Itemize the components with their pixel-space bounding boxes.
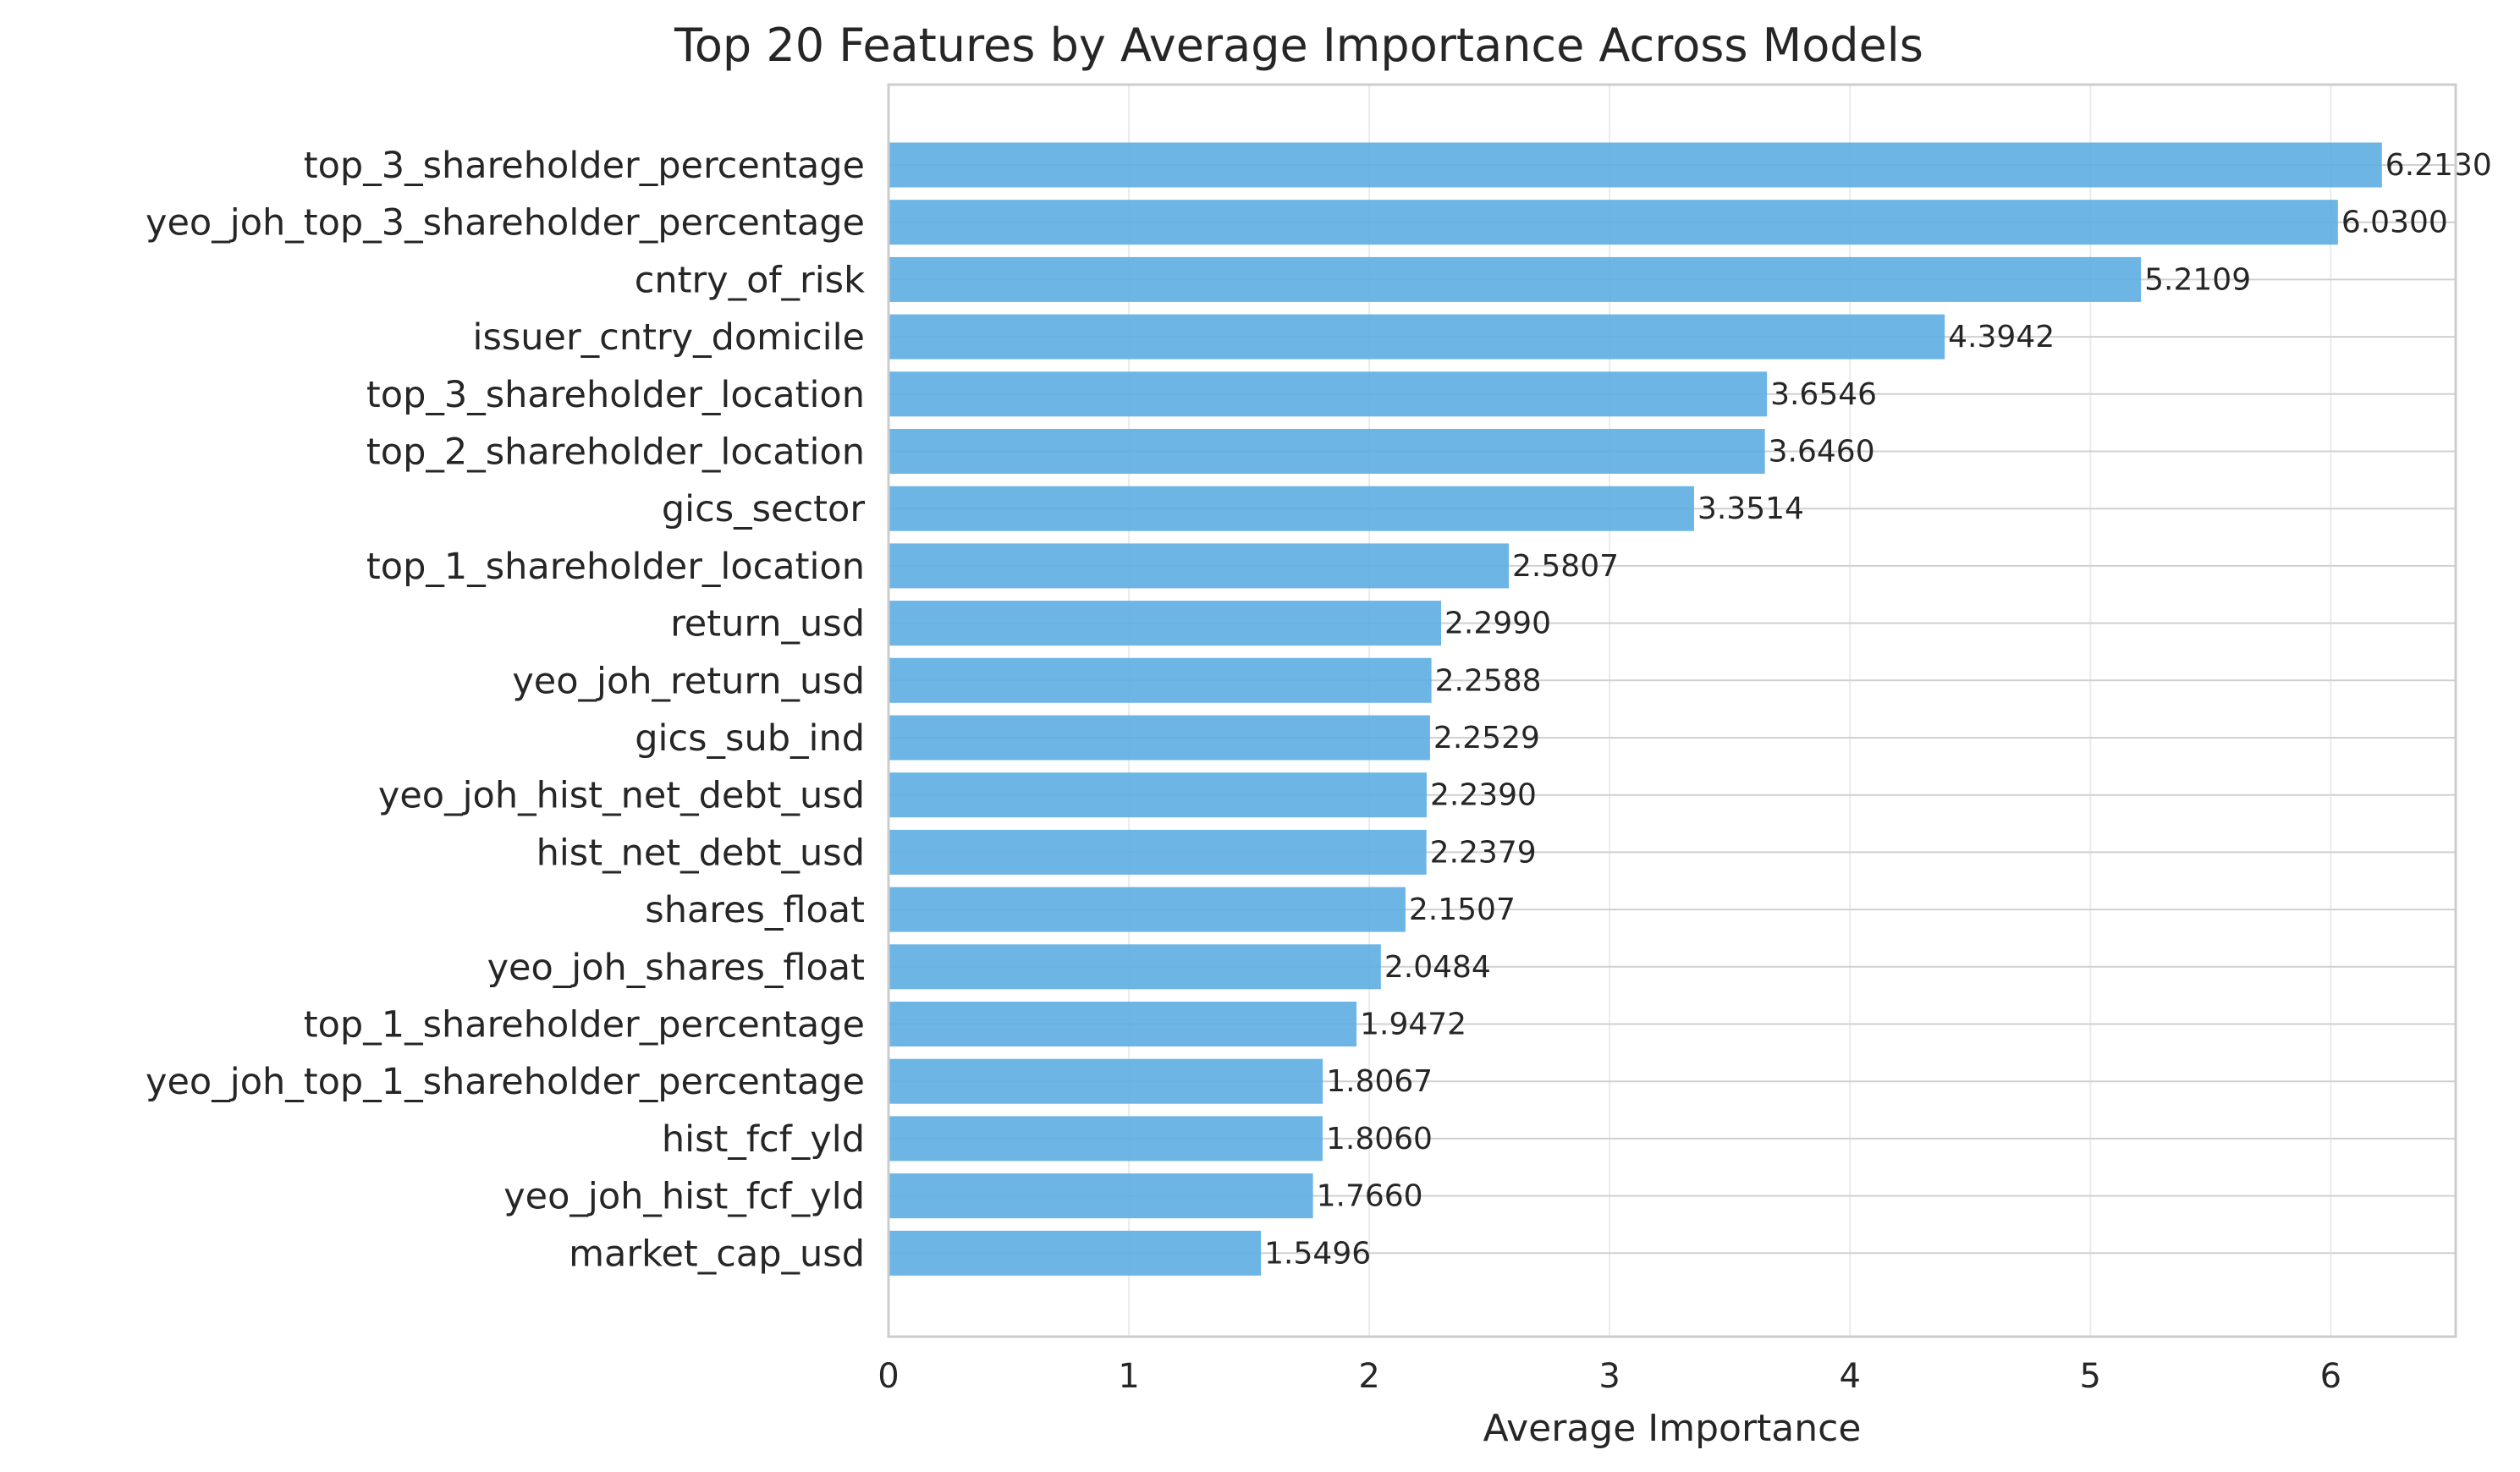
- x-tick-label: 1: [1118, 1357, 1139, 1396]
- y-tick-label: hist_net_debt_usd: [536, 832, 865, 874]
- bar-value-label: 4.3942: [1948, 320, 2055, 354]
- bar-value-label: 3.3514: [1697, 492, 1804, 526]
- bar: [889, 314, 1945, 360]
- y-tick-label: yeo_joh_return_usd: [512, 660, 865, 702]
- labels-layer: top_3_shareholder_percentage 6.2130 yeo_jo…: [146, 145, 2492, 1275]
- bar: [889, 429, 1765, 474]
- y-tick-label: shares_float: [645, 889, 865, 931]
- y-tick-label: top_1_shareholder_percentage: [304, 1004, 865, 1046]
- bars-layer: [889, 142, 2382, 1276]
- bar-value-label: 6.2130: [2385, 148, 2492, 183]
- bar: [889, 715, 1430, 761]
- bar-value-label: 2.1507: [1409, 893, 1516, 927]
- y-tick-label: top_3_shareholder_percentage: [304, 145, 865, 187]
- bar-value-label: 1.9472: [1360, 1008, 1466, 1042]
- bar-value-label: 1.5496: [1264, 1236, 1371, 1271]
- y-tick-label: gics_sub_ind: [635, 717, 865, 760]
- bar-value-label: 2.2990: [1444, 607, 1551, 641]
- y-tick-label: yeo_joh_hist_fcf_yld: [503, 1176, 865, 1218]
- bar-value-label: 2.2379: [1430, 835, 1537, 870]
- bar-value-label: 2.5807: [1512, 549, 1619, 584]
- x-tick-label: 0: [878, 1357, 899, 1396]
- y-tick-label: market_cap_usd: [569, 1233, 865, 1275]
- bar: [889, 142, 2382, 188]
- bar-value-label: 1.8067: [1326, 1064, 1433, 1099]
- y-tick-label: top_3_shareholder_location: [366, 374, 865, 416]
- y-tick-label: issuer_cntry_domicile: [473, 316, 865, 359]
- bar: [889, 1230, 1262, 1276]
- bar: [889, 486, 1694, 531]
- y-tick-label: hist_fcf_yld: [662, 1118, 865, 1161]
- x-tick-label: 4: [1839, 1357, 1860, 1396]
- y-tick-label: return_usd: [670, 603, 865, 645]
- bar: [889, 371, 1768, 417]
- x-tick-label: 5: [2080, 1357, 2101, 1396]
- y-tick-label: cntry_of_risk: [635, 259, 865, 301]
- bar: [889, 944, 1381, 990]
- plot-frame: [887, 83, 2457, 1338]
- bar-value-label: 3.6546: [1770, 377, 1877, 412]
- bar-value-label: 6.0300: [2341, 206, 2448, 240]
- bar: [889, 1058, 1323, 1104]
- bar-value-label: 1.7660: [1317, 1179, 1423, 1214]
- x-tick-label: 2: [1358, 1357, 1379, 1396]
- y-tick-label: yeo_joh_top_3_shareholder_percentage: [146, 202, 865, 244]
- bar: [889, 256, 2142, 302]
- bar-value-label: 3.6460: [1769, 435, 1875, 470]
- bar: [889, 772, 1427, 818]
- x-tick-label: 6: [2320, 1357, 2341, 1396]
- bar: [889, 543, 1510, 589]
- bar-value-label: 2.2390: [1430, 778, 1537, 813]
- bar-value-label: 2.2529: [1433, 721, 1540, 755]
- bar-value-label: 1.8060: [1326, 1122, 1433, 1156]
- y-tick-label: yeo_joh_top_1_shareholder_percentage: [146, 1061, 865, 1103]
- bar-value-label: 2.2588: [1435, 663, 1542, 698]
- y-tick-label: yeo_joh_shares_float: [487, 947, 865, 989]
- bar: [889, 200, 2338, 245]
- bar: [889, 1116, 1323, 1162]
- bar: [889, 1173, 1313, 1219]
- bar-value-label: 2.0484: [1384, 950, 1491, 985]
- y-tick-label: yeo_joh_hist_net_debt_usd: [378, 775, 865, 817]
- chart-title: Top 20 Features by Average Importance Ac…: [674, 19, 1923, 72]
- y-tick-label: top_2_shareholder_location: [366, 431, 865, 474]
- x-tick-label: 3: [1598, 1357, 1620, 1396]
- bar-value-label: 5.2109: [2144, 262, 2251, 297]
- bar: [889, 601, 1442, 646]
- bar: [889, 887, 1406, 932]
- y-tick-label: top_1_shareholder_location: [366, 546, 865, 588]
- x-ticks: 0 1 2 3 4 5 6: [878, 1357, 2341, 1396]
- bar: [889, 1002, 1357, 1046]
- x-axis-title: Average Importance: [1483, 1407, 1862, 1450]
- bar: [889, 657, 1432, 703]
- y-tick-label: gics_sector: [662, 488, 865, 530]
- bar: [889, 829, 1427, 875]
